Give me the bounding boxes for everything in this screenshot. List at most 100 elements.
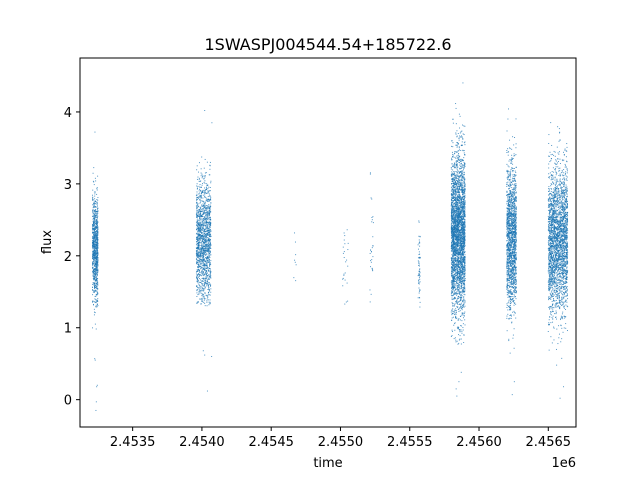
data-point [197,237,199,239]
data-point [92,268,94,270]
data-point [205,246,207,248]
data-point [94,250,96,252]
data-point [203,295,205,297]
data-point [96,213,98,215]
data-point [460,239,462,241]
data-point [209,199,211,201]
data-point [205,189,207,191]
data-point [201,216,203,218]
data-point [457,235,459,237]
data-point [209,204,211,206]
data-point [459,244,461,246]
data-point [207,243,209,245]
data-point [462,237,464,239]
data-point [451,280,453,282]
data-point [459,268,461,270]
data-point [457,248,459,250]
data-point [96,214,98,216]
data-point [195,272,197,274]
data-point [200,212,202,214]
data-point [207,222,209,224]
data-point [205,213,207,215]
data-point [459,254,461,256]
data-point [456,135,458,137]
data-point [453,225,455,227]
data-point [94,226,96,228]
data-point [418,279,420,281]
data-point [462,170,464,172]
data-point [455,204,456,206]
data-point [93,204,95,206]
data-point [457,218,459,220]
data-point [92,199,94,201]
data-point [455,206,457,208]
data-point [203,290,205,292]
data-point [208,235,210,237]
data-point [97,227,99,229]
data-point [417,297,419,299]
data-point [199,222,201,224]
data-point [451,283,453,285]
data-point [205,208,207,210]
data-point [460,178,462,180]
data-point [371,221,373,223]
data-point [97,226,99,228]
data-point [204,219,206,221]
data-point [97,211,99,213]
data-point [203,181,205,183]
data-point [460,237,462,239]
data-point [205,247,207,249]
data-point [460,136,462,138]
data-point [198,290,200,292]
data-point [206,227,208,229]
data-point [452,185,454,187]
data-point [92,272,94,274]
data-point [452,313,454,315]
data-point [418,274,420,276]
data-point [91,194,93,196]
data-point [204,302,206,304]
data-point [462,216,464,218]
data-point [201,249,203,251]
data-point [96,252,98,254]
data-point [464,165,466,167]
data-point [458,146,460,148]
data-point [462,251,463,253]
data-point [461,237,463,239]
data-point [199,252,201,254]
data-point [204,176,206,178]
data-point [205,254,207,256]
data-point [205,219,207,221]
data-point [92,245,94,247]
data-point [452,225,454,227]
data-point [92,304,94,306]
data-point [453,217,455,219]
data-point [455,263,457,265]
data-point [205,262,207,264]
data-point [201,254,203,256]
data-point [200,274,202,276]
data-point [200,282,202,284]
data-point [199,229,200,231]
data-point [454,183,456,185]
data-point [203,267,205,269]
data-point [451,193,453,195]
data-point [96,235,98,237]
data-point [95,216,96,218]
data-point [457,343,459,345]
data-point [371,217,373,218]
data-point [197,210,199,212]
data-point [459,279,461,281]
data-point [456,274,458,276]
data-point [457,319,459,321]
data-point [458,209,460,211]
data-point [94,257,96,259]
data-point [97,298,99,300]
data-point [95,266,97,268]
data-point [92,284,94,285]
data-point [92,262,94,264]
data-point [456,266,458,268]
data-point [454,286,456,288]
data-point [451,227,453,229]
data-point [198,264,200,266]
